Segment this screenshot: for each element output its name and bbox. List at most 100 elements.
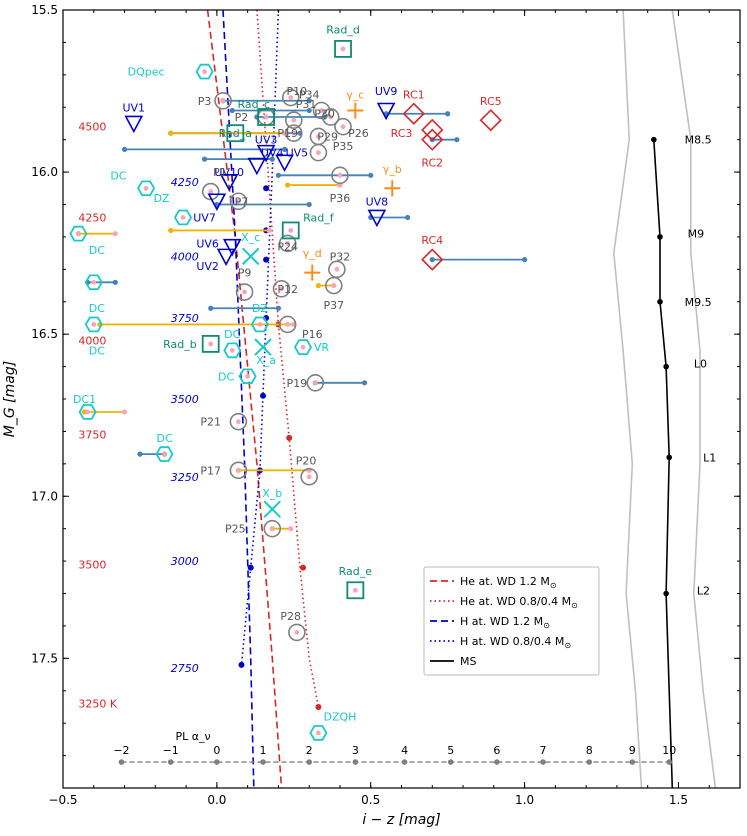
teff-h-label: 4250 <box>171 176 199 189</box>
rc-marker <box>421 118 444 142</box>
dc-marker-dot <box>91 322 97 327</box>
he-model-point <box>315 703 322 710</box>
y-tick-label: 17.0 <box>31 489 58 503</box>
series-line-0 <box>206 10 283 788</box>
uv-marker <box>216 248 236 267</box>
p-marker-dot <box>319 108 324 113</box>
p-marker <box>306 373 325 392</box>
dc-label: DC <box>218 370 234 383</box>
ms-point <box>657 234 663 240</box>
color-range-end <box>168 227 174 234</box>
pl-tick-point <box>352 759 359 765</box>
p-label: P19 <box>277 127 298 140</box>
rad-marker-dot <box>352 587 358 593</box>
teff-h-label: 3000 <box>171 555 199 568</box>
dc-label: DC1 <box>73 393 96 406</box>
pl-tick-point <box>666 759 673 765</box>
dc-label: DC <box>224 328 240 341</box>
y-tick-label: 16.0 <box>31 165 58 179</box>
dc-marker-dot <box>229 347 235 353</box>
pl-tick-point <box>306 759 312 765</box>
rc-marker <box>421 248 444 271</box>
p-marker-dot <box>294 630 300 635</box>
p-marker-dot <box>316 134 321 139</box>
color-range-end <box>266 227 272 234</box>
color-range-end <box>121 409 128 415</box>
teff-he-label: 4250 <box>78 211 106 224</box>
ms-point <box>657 298 663 305</box>
p-marker-dot <box>316 150 321 156</box>
dc-label: DC <box>89 344 105 357</box>
uv-label: UV7 <box>193 211 216 224</box>
p-marker-dot <box>334 266 340 272</box>
color-range-end <box>429 257 435 263</box>
color-range-end <box>168 130 174 136</box>
y-tick-label: 16.5 <box>31 327 58 341</box>
ms-point <box>663 590 669 597</box>
gamma-label: γ_c <box>346 88 364 101</box>
p-marker-dot <box>306 474 312 480</box>
p-marker <box>321 108 340 126</box>
teff-he-label: 4500 <box>78 121 106 134</box>
p-marker-dot <box>208 189 214 194</box>
dc-marker <box>238 368 257 385</box>
p-marker <box>309 143 328 162</box>
rad-label: Rad_b <box>163 338 197 351</box>
dc-label: DQpec <box>128 66 165 79</box>
pl-tick-point <box>214 759 220 765</box>
rad-label: Rad_e <box>339 565 373 578</box>
p-marker-dot <box>236 419 241 425</box>
pl-tick-label: 6 <box>493 744 500 757</box>
p-label: P26 <box>348 127 369 140</box>
p-marker <box>272 279 291 298</box>
uv-marker <box>256 144 276 163</box>
ms-spectral-label: L1 <box>703 451 716 464</box>
dc-label: DZQH <box>323 711 356 724</box>
uv-marker <box>124 115 144 134</box>
color-range-end <box>315 282 322 289</box>
p-marker-dot <box>285 241 291 246</box>
dc-marker-dot <box>257 322 263 327</box>
uv-label: UV5 <box>286 147 309 160</box>
legend-label: H at. WD 1.2 M⊙ <box>460 615 550 630</box>
dc-marker <box>293 339 313 356</box>
color-range-end <box>275 172 282 178</box>
ms-spectral-label: L2 <box>697 584 710 597</box>
pl-tick-label: 0 <box>213 744 220 757</box>
dc-marker <box>84 316 103 333</box>
pl-tick-point <box>118 759 125 765</box>
p-label: P3 <box>198 95 212 108</box>
uv-marker <box>222 238 242 257</box>
dc-label: DC <box>89 244 105 257</box>
color-range-end <box>201 156 208 162</box>
y-tick-label: 15.5 <box>31 3 58 17</box>
uv-marker <box>275 154 294 173</box>
dc-marker <box>84 274 103 291</box>
legend-label-subscript: ⊙ <box>543 621 550 630</box>
p-label: P21 <box>200 416 221 429</box>
color-range-end <box>306 107 312 114</box>
dc-marker-dot <box>75 231 81 237</box>
dc-marker <box>137 180 156 197</box>
dc-marker-dot <box>245 373 251 379</box>
x-tick-label: 1.5 <box>669 793 688 807</box>
p-label: P19 <box>287 377 308 390</box>
p-label: P9 <box>238 267 252 280</box>
rad-marker-dot <box>263 114 269 120</box>
p-marker-dot <box>285 322 291 327</box>
rad-marker-dot <box>340 46 346 52</box>
p-marker-dot <box>328 114 334 120</box>
p-label: P24 <box>277 241 298 254</box>
pl-tick-point <box>260 759 266 765</box>
p-label: P16 <box>302 328 323 341</box>
dc-marker <box>250 316 269 333</box>
dc-label: DC <box>89 302 105 315</box>
dc-marker <box>69 225 88 242</box>
color-range-end <box>269 156 275 162</box>
p-marker-dot <box>331 283 337 288</box>
h-model-point <box>263 185 270 192</box>
teff-he-label: 4000 <box>78 335 106 348</box>
color-range-end <box>121 146 128 152</box>
gamma-label: γ_d <box>303 247 322 260</box>
p-label: P2 <box>235 111 249 124</box>
